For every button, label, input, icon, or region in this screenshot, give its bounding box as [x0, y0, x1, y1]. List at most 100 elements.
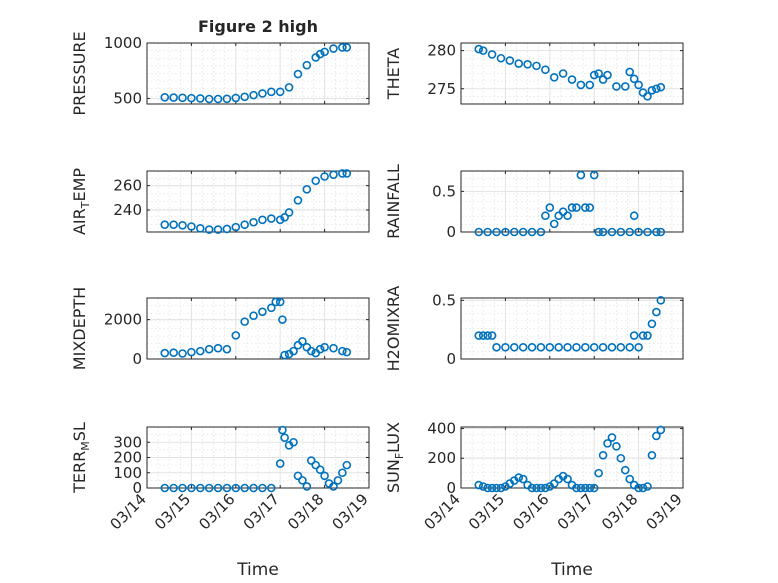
data-point — [258, 483, 267, 493]
data-point — [478, 46, 488, 55]
subplot-4: 0 0.5 RAINFALL — [384, 164, 684, 241]
data-point — [320, 47, 329, 57]
data-point — [342, 169, 352, 178]
data-point — [195, 346, 205, 356]
data-point — [187, 347, 196, 357]
data-point — [629, 74, 639, 84]
y-tick-label: 200 — [427, 449, 456, 467]
data-point — [271, 297, 281, 307]
data-point — [527, 227, 537, 237]
data-point — [625, 342, 635, 352]
data-point — [581, 342, 590, 352]
data-point — [652, 227, 661, 237]
data-point — [231, 222, 241, 232]
subplot-5: 0 2000 MIXDEPTH — [70, 287, 370, 370]
data-point — [289, 346, 298, 356]
data-point — [612, 442, 621, 451]
data-point — [616, 453, 626, 463]
data-point — [222, 483, 232, 493]
data-point — [293, 69, 303, 79]
data-point — [527, 342, 537, 352]
data-point — [483, 227, 492, 237]
data-point — [169, 93, 178, 102]
data-point — [554, 342, 563, 352]
data-point — [474, 480, 484, 490]
data-point — [333, 476, 343, 485]
y-tick-label: 0 — [446, 479, 456, 497]
data-point — [625, 227, 635, 237]
y-tick-label: 275 — [427, 80, 456, 98]
data-point — [634, 342, 643, 352]
axes-box — [146, 297, 370, 360]
axes-box — [460, 42, 684, 105]
data-point — [656, 82, 666, 92]
data-point — [620, 82, 630, 91]
data-point — [589, 483, 599, 493]
data-point — [589, 170, 599, 180]
data-point — [267, 214, 276, 223]
data-point — [240, 317, 249, 326]
data-point — [607, 227, 617, 237]
data-point — [204, 483, 214, 493]
data-point — [474, 227, 484, 237]
data-point — [647, 450, 657, 460]
data-point — [509, 342, 519, 352]
data-point — [536, 227, 546, 237]
data-point — [567, 75, 577, 84]
data-point — [320, 471, 329, 481]
y-tick-label: 0.5 — [432, 182, 456, 200]
data-point — [629, 331, 639, 340]
y-tick-label: 260 — [113, 177, 142, 195]
data-point — [563, 342, 572, 352]
data-point — [258, 307, 267, 317]
data-point — [598, 75, 608, 84]
data-point — [549, 479, 559, 488]
y-axis-label: AIRTEMP — [70, 168, 92, 235]
data-point — [187, 93, 196, 103]
data-point — [629, 211, 639, 221]
data-point — [514, 59, 524, 68]
data-point — [549, 219, 559, 229]
axes-box — [146, 42, 370, 105]
data-point — [598, 342, 608, 352]
data-point — [594, 468, 603, 478]
data-point — [160, 93, 170, 102]
data-point — [607, 433, 617, 442]
data-point — [160, 483, 170, 493]
data-point — [178, 483, 187, 493]
data-point — [616, 227, 626, 237]
data-point — [338, 468, 347, 478]
data-point — [213, 225, 223, 234]
data-point — [169, 483, 178, 493]
data-point — [280, 433, 289, 442]
data-point — [643, 482, 652, 491]
data-point — [505, 56, 515, 65]
data-point — [231, 483, 241, 493]
y-tick-label: 0 — [446, 223, 456, 241]
data-point — [275, 215, 285, 225]
y-tick-label: 100 — [113, 464, 142, 482]
subplot-1: 500 1000 PRESSURE Figure 2 high — [70, 17, 370, 116]
y-tick-label: 500 — [113, 89, 142, 107]
data-point — [492, 483, 501, 493]
data-point — [213, 343, 223, 353]
data-point — [581, 483, 590, 493]
data-point — [293, 471, 303, 481]
data-point — [302, 60, 312, 70]
data-point — [518, 227, 528, 237]
data-point — [275, 297, 285, 307]
axes-box — [146, 170, 370, 233]
data-point — [501, 342, 510, 352]
data-point — [474, 331, 484, 340]
data-point — [178, 349, 187, 358]
y-tick-label: 280 — [427, 42, 456, 60]
y-axis-label: THETA — [384, 48, 403, 100]
data-point — [258, 215, 267, 225]
data-point — [329, 482, 338, 491]
data-point — [249, 90, 258, 100]
data-point — [329, 44, 338, 53]
data-point — [541, 65, 550, 74]
data-point — [598, 227, 608, 237]
data-point — [625, 474, 635, 484]
data-point — [585, 483, 595, 493]
